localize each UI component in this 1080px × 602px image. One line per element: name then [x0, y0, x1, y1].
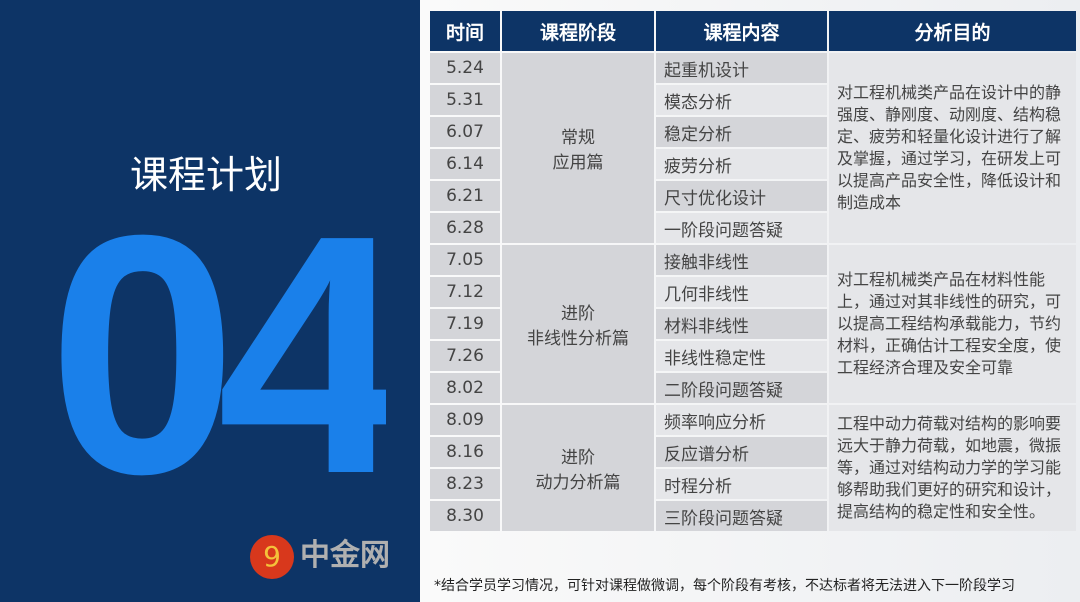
content-cell: 尺寸优化设计 [656, 181, 827, 211]
content-cell: 疲劳分析 [656, 149, 827, 179]
time-cell: 8.02 [430, 373, 500, 403]
time-cell: 8.23 [430, 469, 500, 499]
table-row: 8.23 时程分析 [430, 469, 1076, 499]
time-cell: 8.09 [430, 405, 500, 435]
table-row: 8.02 二阶段问题答疑 [430, 373, 1076, 403]
content-cell: 稳定分析 [656, 117, 827, 147]
section-number: 04 [48, 225, 387, 485]
content-cell: 材料非线性 [656, 309, 827, 339]
table-row: 6.07 稳定分析 [430, 117, 1076, 147]
content-cell: 一阶段问题答疑 [656, 213, 827, 243]
content-cell: 三阶段问题答疑 [656, 501, 827, 531]
table-row: 7.05 进阶 非线性分析篇 接触非线性 对工程机械类产品在材料性能上，通过对其非线性的… [430, 245, 1076, 403]
purpose-cell: 对工程机械类产品在材料性能上，通过对其非线性的研究，可以提高工程结构承载能力，节… [829, 245, 1076, 403]
content-cell: 非线性稳定性 [656, 341, 827, 371]
stage-label: 进阶 [561, 448, 595, 468]
time-cell: 5.24 [430, 53, 500, 83]
purpose-cell: 工程中动力荷载对结构的影响要远大于静力荷载，如地震，微振等，通过对结构动力学的学… [829, 405, 1076, 531]
left-panel: 课程计划 04 9 中金网 [0, 0, 420, 602]
time-cell: 7.12 [430, 277, 500, 307]
purpose-cell: 对工程机械类产品在设计中的静强度、静刚度、动刚度、结构稳定、疲劳和轻量化设计进行… [829, 53, 1076, 243]
table-row: 5.31 模态分析 [430, 85, 1076, 115]
time-cell: 8.16 [430, 437, 500, 467]
table-row: 7.12 几何非线性 [430, 277, 1076, 307]
table-row: 5.24 常规 应用篇 起重机设计 对工程机械类产品在设计中的静强度、静刚度、动刚度、结… [430, 53, 1076, 243]
stage-label: 进阶 [561, 304, 595, 324]
time-cell: 6.21 [430, 181, 500, 211]
stage-label: 动力分析篇 [535, 473, 621, 493]
stage-cell: 常规 应用篇 [502, 53, 654, 243]
time-cell: 7.05 [430, 245, 500, 275]
watermark-logo-icon: 9 [250, 535, 294, 579]
content-cell: 反应谱分析 [656, 437, 827, 467]
table-row: 7.26 非线性稳定性 [430, 341, 1076, 371]
content-cell: 起重机设计 [656, 53, 827, 83]
table-row: 8.30 三阶段问题答疑 [430, 501, 1076, 531]
time-cell: 8.30 [430, 501, 500, 531]
column-header: 分析目的 [829, 11, 1076, 51]
table-row: 8.09 进阶 动力分析篇 频率响应分析 工程中动力荷载对结构的影响要远大于静力荷载，如… [430, 405, 1076, 531]
content-cell: 模态分析 [656, 85, 827, 115]
table-row: 6.14 疲劳分析 [430, 149, 1076, 179]
content-cell: 频率响应分析 [656, 405, 827, 435]
table-row: 7.19 材料非线性 [430, 309, 1076, 339]
stage-label: 应用篇 [552, 153, 604, 173]
stage-cell: 进阶 动力分析篇 [502, 405, 654, 531]
time-cell: 7.19 [430, 309, 500, 339]
content-cell: 二阶段问题答疑 [656, 373, 827, 403]
column-header: 课程阶段 [502, 11, 654, 51]
course-schedule-table: 时间 课程阶段 课程内容 分析目的 5.24 常规 应用篇 起重机设计 对工程机械类产品在设计… [428, 9, 1078, 533]
content-cell: 几何非线性 [656, 277, 827, 307]
content-cell: 接触非线性 [656, 245, 827, 275]
column-header: 时间 [430, 11, 500, 51]
content-cell: 时程分析 [656, 469, 827, 499]
time-cell: 6.14 [430, 149, 500, 179]
table-row: 8.16 反应谱分析 [430, 437, 1076, 467]
column-header: 课程内容 [656, 11, 827, 51]
time-cell: 6.28 [430, 213, 500, 243]
section-title: 课程计划 [130, 153, 283, 197]
stage-label: 非线性分析篇 [527, 329, 629, 349]
watermark-text: 中金网 [300, 538, 390, 573]
table-row: 6.21 尺寸优化设计 [430, 181, 1076, 211]
time-cell: 6.07 [430, 117, 500, 147]
time-cell: 5.31 [430, 85, 500, 115]
stage-cell: 进阶 非线性分析篇 [502, 245, 654, 403]
footnote: *结合学员学习情况，可针对课程做微调，每个阶段有考核，不达标者将无法进入下一阶段… [434, 578, 1015, 594]
table-row: 6.28 一阶段问题答疑 [430, 213, 1076, 243]
stage-label: 常规 [561, 128, 595, 148]
time-cell: 7.26 [430, 341, 500, 371]
